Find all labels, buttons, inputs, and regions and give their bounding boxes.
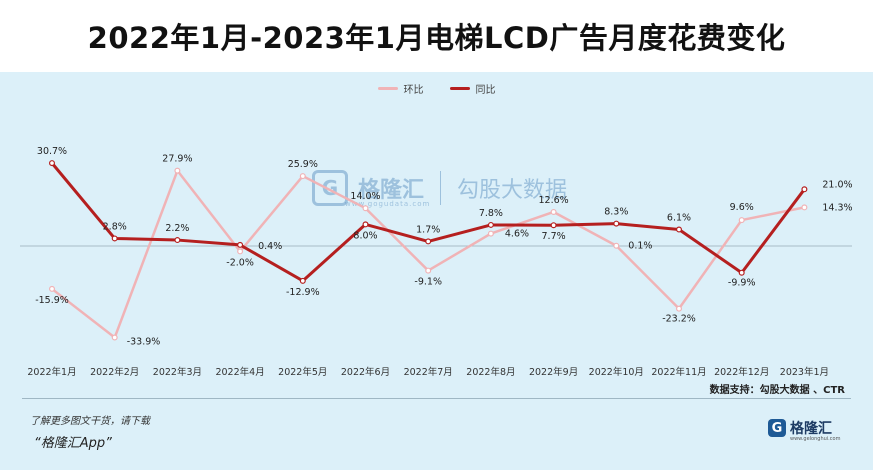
watermark-text: 格隆汇 (358, 178, 425, 203)
data-point-yoy (237, 241, 244, 248)
data-point-mom (487, 230, 494, 237)
data-label-mom: -2.0% (226, 257, 254, 268)
footer-app-name: “格隆汇App” (34, 436, 112, 451)
data-label-mom: 14.3% (822, 202, 852, 213)
data-label-yoy: -9.9% (728, 278, 756, 289)
data-label-mom: 14.0% (350, 191, 380, 202)
data-point-mom (425, 267, 432, 274)
data-label-yoy: 8.3% (604, 207, 628, 218)
watermark-text-2: 勾股大数据 (457, 178, 568, 203)
data-label-mom: 27.9% (162, 154, 192, 165)
x-tick-label: 2022年12月 (714, 366, 769, 378)
data-label-mom: -15.9% (35, 295, 69, 306)
x-tick-label: 2022年8月 (466, 366, 515, 378)
legend-swatch-mom (377, 87, 398, 90)
data-label-mom: 9.6% (730, 202, 754, 213)
series-line-mom (51, 169, 805, 339)
data-label-yoy: 0.4% (258, 241, 282, 252)
data-point-mom (111, 334, 118, 341)
brand-logo-text: 格隆汇 (790, 421, 832, 437)
watermark-url: www.gogudata.com (345, 200, 431, 208)
data-point-yoy (111, 235, 118, 242)
x-tick-label: 2022年3月 (153, 366, 202, 378)
data-point-yoy (613, 220, 620, 227)
data-point-yoy (738, 269, 745, 276)
data-label-yoy: 30.7% (37, 146, 67, 157)
data-point-yoy (550, 222, 557, 229)
data-point-mom (613, 242, 620, 249)
brand-logo-icon: G (768, 419, 786, 437)
watermark-divider (440, 171, 442, 205)
data-label-yoy: 7.8% (479, 208, 503, 219)
data-point-mom (48, 285, 55, 292)
watermark: G 格隆汇 勾股大数据 (312, 170, 567, 206)
x-tick-label: 2022年7月 (404, 366, 453, 378)
legend-swatch-yoy (449, 87, 470, 90)
watermark-logo-icon: G (312, 170, 348, 206)
data-label-yoy: -12.9% (286, 287, 320, 298)
footer-note: 了解更多图文干货，请下载 (30, 416, 150, 427)
x-tick-label: 2022年4月 (215, 366, 264, 378)
data-point-mom (174, 167, 181, 174)
footer-divider (22, 398, 851, 399)
data-point-yoy (362, 221, 369, 228)
x-tick-label: 2022年9月 (529, 366, 578, 378)
data-point-yoy (174, 237, 181, 244)
brand-url: www.gelonghui.com (790, 436, 841, 442)
data-point-mom (299, 173, 306, 180)
data-label-yoy: 2.8% (103, 221, 127, 232)
x-tick-label: 2022年2月 (90, 366, 139, 378)
data-label-yoy: 21.0% (822, 179, 852, 190)
x-tick-label: 2022年10月 (589, 366, 644, 378)
data-point-mom (801, 204, 808, 211)
source-note: 数据支持：勾股大数据 、CTR (709, 385, 845, 396)
x-tick-label: 2022年11月 (651, 366, 706, 378)
data-point-mom (362, 205, 369, 212)
data-label-mom: 12.6% (539, 195, 569, 206)
data-label-yoy: 2.2% (165, 223, 189, 234)
legend: 环比 同比 (0, 81, 873, 96)
data-label-mom: -9.1% (414, 277, 442, 288)
x-tick-label: 2023年1月 (780, 366, 829, 378)
data-point-yoy (425, 238, 432, 245)
data-point-yoy (675, 226, 682, 233)
data-label-yoy: 8.0% (353, 230, 377, 241)
data-point-yoy (487, 221, 494, 228)
data-label-mom: 25.9% (288, 159, 318, 170)
data-point-yoy (48, 160, 55, 167)
data-point-mom (237, 248, 244, 255)
x-tick-label: 2022年6月 (341, 366, 390, 378)
data-point-mom (675, 305, 682, 312)
brand-logo: G 格隆汇 (768, 418, 832, 438)
data-point-mom (738, 217, 745, 224)
x-tick-label: 2022年1月 (27, 366, 76, 378)
data-point-yoy (299, 277, 306, 284)
data-label-mom: -33.9% (127, 337, 161, 348)
chart-panel (0, 72, 873, 470)
data-label-mom: 4.6% (505, 229, 529, 240)
legend-item-yoy: 同比 (449, 81, 496, 96)
legend-item-mom: 环比 (377, 81, 424, 96)
series-line-yoy (50, 162, 806, 283)
data-label-mom: -23.2% (662, 314, 696, 325)
legend-label-mom: 环比 (403, 85, 424, 96)
data-point-yoy (801, 186, 808, 193)
x-tick-label: 2022年5月 (278, 366, 327, 378)
data-label-yoy: 1.7% (416, 224, 440, 235)
data-point-mom (550, 208, 557, 215)
data-label-yoy: 7.7% (542, 231, 566, 242)
legend-label-yoy: 同比 (475, 85, 496, 96)
chart-title: 2022年1月-2023年1月电梯LCD广告月度花费变化 (0, 0, 873, 72)
data-label-mom: 0.1% (628, 241, 652, 252)
data-label-yoy: 6.1% (667, 213, 691, 224)
